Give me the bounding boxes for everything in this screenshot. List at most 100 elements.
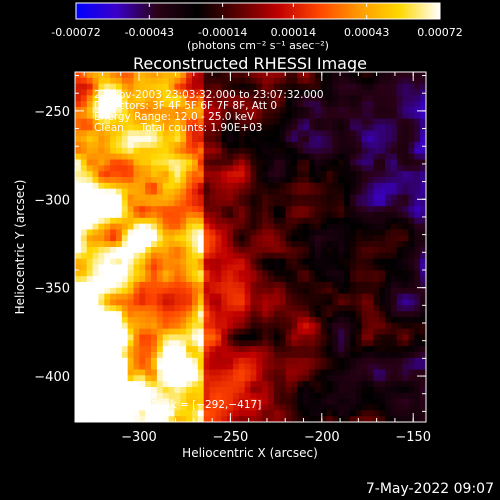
heatmap-cell	[367, 124, 374, 131]
heatmap-cell	[326, 118, 333, 125]
heatmap-cell	[127, 83, 134, 90]
heatmap-cell	[390, 334, 398, 341]
heatmap-cell	[361, 369, 368, 376]
heatmap-cell	[390, 147, 398, 155]
heatmap-cell	[420, 153, 427, 160]
heatmap-cell	[332, 200, 339, 207]
heatmap-cell	[396, 206, 403, 213]
heatmap-cell	[75, 159, 82, 166]
heatmap-cell	[98, 282, 105, 289]
heatmap-cell	[86, 77, 93, 85]
heatmap-cell	[332, 404, 339, 411]
heatmap-cell	[174, 264, 181, 271]
heatmap-cell	[320, 270, 327, 277]
heatmap-cell	[326, 159, 333, 166]
heatmap-cell	[379, 287, 386, 295]
heatmap-cell	[361, 229, 368, 236]
heatmap-cell	[221, 177, 228, 184]
heatmap-cell	[168, 404, 175, 411]
heatmap-cell	[332, 159, 339, 166]
heatmap-cell	[349, 72, 357, 79]
heatmap-cell	[192, 77, 199, 85]
heatmap-cell	[139, 282, 146, 289]
heatmap-cell	[151, 112, 158, 120]
heatmap-cell	[309, 387, 316, 394]
heatmap-cell	[344, 124, 351, 131]
y-tick-label: −350	[34, 282, 70, 297]
heatmap-cell	[244, 305, 251, 312]
heatmap-cell	[414, 83, 421, 90]
heatmap-cell	[268, 124, 275, 131]
heatmap-cell	[385, 223, 392, 230]
heatmap-cell	[250, 223, 257, 230]
heatmap-cell	[156, 305, 164, 312]
heatmap-cell	[186, 89, 193, 96]
heatmap-cell	[221, 194, 228, 201]
heatmap-cell	[80, 165, 88, 172]
heatmap-cell	[203, 229, 210, 236]
heatmap-cell	[104, 165, 111, 172]
heatmap-cell	[326, 340, 333, 347]
heatmap-cell	[320, 77, 327, 85]
heatmap-cell	[104, 188, 111, 195]
heatmap-cell	[145, 264, 152, 271]
heatmap-cell	[379, 235, 386, 242]
heatmap-cell	[262, 229, 269, 236]
heatmap-cell	[279, 153, 286, 160]
heatmap-cell	[303, 404, 310, 411]
heatmap-cell	[297, 334, 304, 341]
heatmap-cell	[232, 387, 240, 394]
heatmap-cell	[156, 276, 164, 283]
heatmap-cell	[174, 217, 181, 225]
heatmap-cell	[373, 276, 380, 283]
heatmap-cell	[285, 381, 292, 388]
heatmap-cell	[320, 165, 327, 172]
heatmap-cell	[98, 311, 105, 318]
heatmap-cell	[314, 375, 322, 382]
heatmap-cell	[420, 147, 427, 155]
heatmap-cell	[309, 404, 316, 411]
heatmap-cell	[268, 200, 275, 207]
heatmap-cell	[355, 118, 363, 125]
heatmap-cell	[373, 404, 380, 411]
heatmap-cell	[186, 334, 193, 341]
heatmap-cell	[92, 171, 99, 178]
heatmap-cell	[92, 223, 99, 230]
heatmap-cell	[326, 357, 333, 365]
heatmap-cell	[86, 252, 93, 260]
heatmap-cell	[385, 258, 392, 265]
heatmap-cell	[355, 328, 363, 335]
heatmap-cell	[373, 328, 380, 335]
heatmap-cell	[420, 112, 427, 120]
heatmap-cell	[238, 363, 246, 370]
heatmap-cell	[250, 398, 257, 405]
heatmap-cell	[145, 194, 152, 201]
heatmap-cell	[390, 317, 398, 324]
heatmap-cell	[86, 352, 93, 359]
heatmap-cell	[127, 357, 134, 365]
heatmap-cell	[232, 177, 240, 184]
heatmap-cell	[203, 136, 210, 143]
heatmap-cell	[320, 375, 327, 382]
heatmap-cell	[338, 264, 345, 271]
heatmap-cell	[349, 293, 357, 300]
heatmap-cell	[349, 299, 357, 306]
heatmap-cell	[379, 241, 386, 248]
heatmap-cell	[203, 293, 210, 300]
heatmap-cell	[402, 363, 409, 370]
heatmap-cell	[314, 334, 322, 341]
heatmap-cell	[273, 305, 281, 312]
heatmap-cell	[332, 206, 339, 213]
heatmap-cell	[414, 352, 421, 359]
heatmap-cell	[390, 101, 398, 108]
heatmap-cell	[390, 112, 398, 120]
heatmap-cell	[139, 305, 146, 312]
heatmap-cell	[151, 171, 158, 178]
heatmap-cell	[162, 340, 169, 347]
heatmap-cell	[180, 363, 187, 370]
heatmap-cell	[215, 334, 222, 341]
heatmap-cell	[139, 247, 146, 254]
heatmap-cell	[332, 252, 339, 260]
heatmap-cell	[373, 229, 380, 236]
heatmap-cell	[402, 340, 409, 347]
